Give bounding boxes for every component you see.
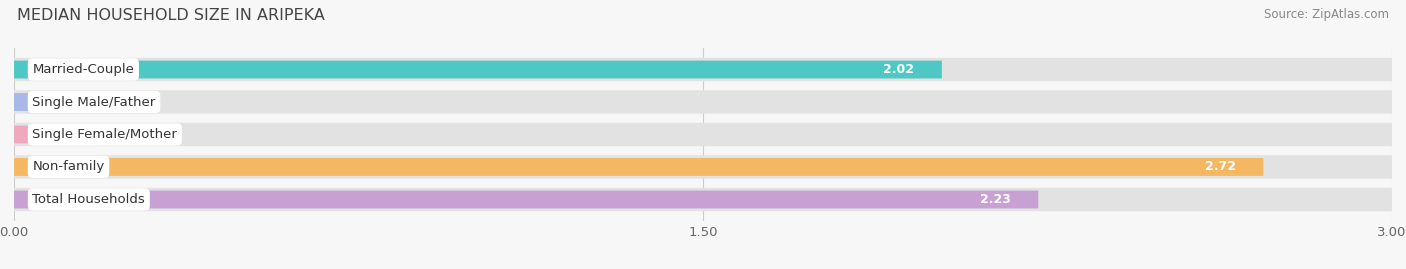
FancyBboxPatch shape bbox=[14, 123, 1392, 146]
FancyBboxPatch shape bbox=[14, 190, 1038, 208]
Text: Non-family: Non-family bbox=[32, 161, 104, 174]
FancyBboxPatch shape bbox=[14, 155, 1392, 179]
Text: Total Households: Total Households bbox=[32, 193, 145, 206]
Text: Single Male/Father: Single Male/Father bbox=[32, 95, 156, 108]
Text: Married-Couple: Married-Couple bbox=[32, 63, 135, 76]
FancyBboxPatch shape bbox=[14, 58, 1392, 81]
FancyBboxPatch shape bbox=[14, 90, 1392, 114]
Text: 0.00: 0.00 bbox=[124, 95, 155, 108]
Text: 2.02: 2.02 bbox=[883, 63, 914, 76]
Text: 0.00: 0.00 bbox=[124, 128, 155, 141]
Text: 2.23: 2.23 bbox=[980, 193, 1011, 206]
FancyBboxPatch shape bbox=[14, 61, 942, 79]
FancyBboxPatch shape bbox=[14, 93, 97, 111]
FancyBboxPatch shape bbox=[14, 126, 97, 143]
Text: MEDIAN HOUSEHOLD SIZE IN ARIPEKA: MEDIAN HOUSEHOLD SIZE IN ARIPEKA bbox=[17, 8, 325, 23]
Text: 2.72: 2.72 bbox=[1205, 161, 1236, 174]
FancyBboxPatch shape bbox=[14, 188, 1392, 211]
FancyBboxPatch shape bbox=[14, 158, 1264, 176]
Text: Source: ZipAtlas.com: Source: ZipAtlas.com bbox=[1264, 8, 1389, 21]
Text: Single Female/Mother: Single Female/Mother bbox=[32, 128, 177, 141]
